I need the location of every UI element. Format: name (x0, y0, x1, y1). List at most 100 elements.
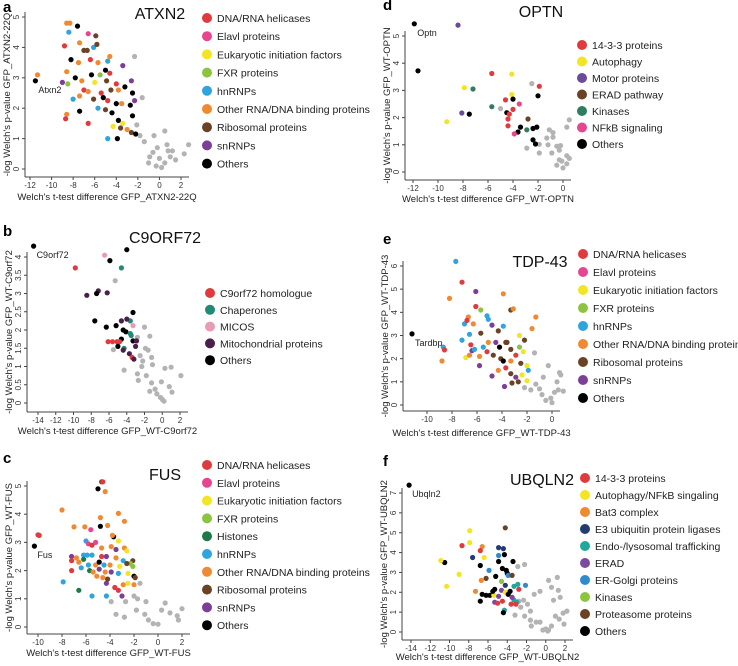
legend-item: Others (580, 626, 627, 638)
data-point (531, 350, 538, 356)
data-point (97, 72, 103, 78)
legend-marker (578, 249, 588, 259)
data-point (124, 126, 130, 133)
legend-label: Bat3 complex (595, 507, 659, 519)
legend-marker (578, 393, 588, 403)
legend-label: Others (592, 139, 624, 151)
data-point (137, 133, 143, 139)
data-point (524, 601, 531, 607)
data-point (496, 593, 502, 599)
data-point (64, 69, 70, 75)
legend-item: DNA/RNA helicases (202, 460, 310, 472)
y-tick-label: 0 (14, 624, 23, 629)
x-tick-label: -8 (58, 638, 66, 647)
y-tick-label: 5 (390, 286, 399, 291)
legend-label: Others (595, 626, 627, 638)
data-point (141, 324, 148, 330)
data-point (105, 576, 111, 582)
data-point (132, 575, 138, 581)
data-point (155, 621, 161, 627)
y-tick-label: 1 (392, 142, 401, 147)
x-axis-label: Welch's t-test difference GFP_WT-TDP-43 (392, 428, 570, 439)
data-point (532, 141, 539, 147)
x-tick-label: -12 (24, 181, 36, 190)
legend-item: Motor proteins (577, 73, 659, 85)
data-point (92, 318, 98, 324)
data-point (103, 553, 109, 560)
data-point (119, 593, 125, 599)
data-point (520, 349, 526, 355)
data-point (120, 558, 126, 564)
data-point (525, 367, 531, 373)
data-point (122, 84, 128, 90)
y-tick-label: 2.5 (14, 306, 23, 318)
data-point (537, 588, 543, 594)
data-point (129, 90, 136, 96)
data-point (125, 570, 131, 577)
legend-marker (205, 304, 215, 315)
data-point (489, 104, 495, 110)
data-point (139, 363, 145, 370)
data-point (513, 601, 519, 607)
x-tick-label: 0 (544, 644, 549, 653)
data-point (529, 81, 535, 87)
data-point (74, 23, 81, 29)
legend-label: Others (220, 355, 252, 367)
data-point (65, 81, 71, 87)
data-point (478, 577, 484, 584)
legend-marker (578, 285, 588, 295)
legend-item: Proteasome proteins (580, 609, 692, 621)
legend-item: hnRNPs (202, 549, 256, 561)
data-point (564, 161, 570, 167)
x-axis-label: Welch's t-test difference GFP_ATXN2-22Q (17, 192, 196, 203)
legend-label: Eukaryotic initiation factors (593, 285, 718, 297)
data-point (130, 563, 136, 570)
legend-label: Histones (217, 531, 258, 543)
data-point (477, 598, 483, 604)
data-point (551, 389, 558, 395)
legend-label: Ribosomal proteins (593, 357, 683, 369)
legend-marker (577, 40, 587, 50)
data-point (97, 523, 103, 529)
data-point (548, 623, 555, 629)
data-point (500, 358, 506, 364)
x-tick-label: -2 (130, 638, 138, 647)
data-point (497, 106, 504, 112)
data-point (513, 374, 519, 380)
x-tick-label: 2 (179, 181, 184, 190)
data-point (137, 580, 143, 586)
data-point (509, 594, 515, 600)
data-point (158, 379, 164, 385)
legend-marker (202, 140, 212, 151)
data-point (174, 613, 180, 619)
data-point (117, 339, 123, 345)
data-point (117, 563, 123, 570)
data-point (89, 593, 95, 599)
data-point (107, 562, 113, 568)
data-point (536, 83, 542, 89)
data-point (485, 339, 491, 345)
data-point (81, 556, 87, 562)
legend-item: ER-Golgi proteins (580, 575, 678, 587)
data-point (93, 539, 99, 546)
y-tick-label: 1 (390, 379, 399, 384)
legend-marker (202, 549, 212, 559)
data-point (554, 574, 560, 581)
data-point (478, 307, 484, 313)
legend-label: snRNPs (217, 602, 256, 614)
legend-label: Motor proteins (592, 73, 659, 85)
legend-marker (202, 31, 212, 42)
data-point (527, 608, 534, 614)
legend-label: MICOS (220, 322, 254, 334)
data-point (522, 613, 528, 619)
panel-f: f UBQLN2 -14 -12 -10 -8 -6 -4 -2 0 2 0 1 2 3 4 5 6 7-log W… (379, 453, 721, 663)
data-point (484, 349, 490, 355)
y-tick-label: 4 (12, 45, 21, 50)
data-point (167, 154, 173, 160)
data-point (126, 351, 132, 357)
data-point (95, 105, 101, 111)
data-point (85, 31, 91, 37)
x-tick-label: -14 (405, 644, 417, 653)
data-point (515, 379, 521, 385)
